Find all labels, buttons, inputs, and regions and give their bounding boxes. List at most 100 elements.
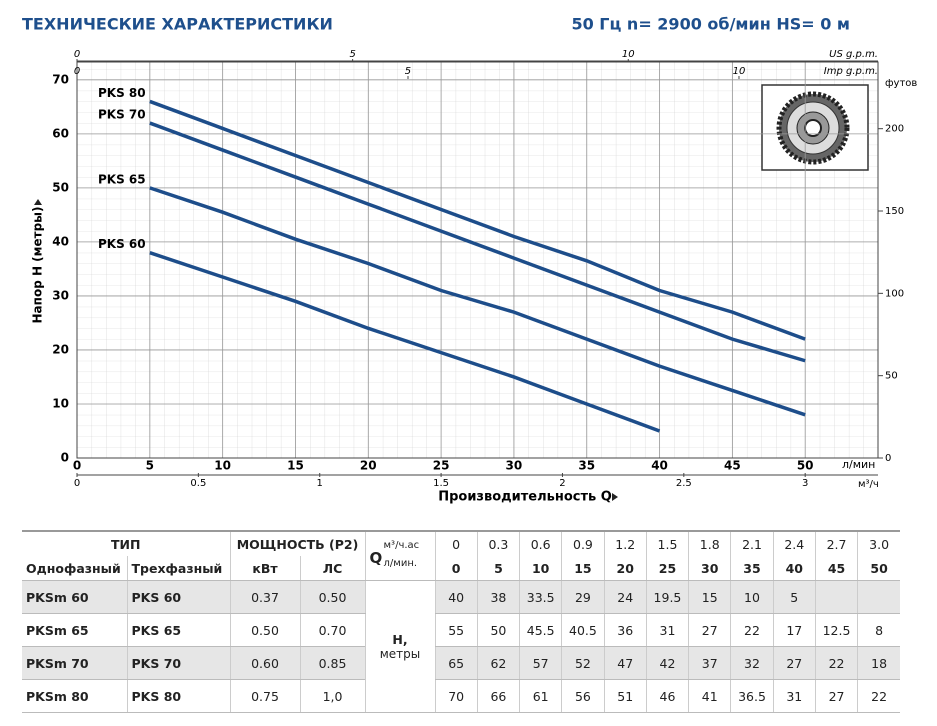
y2-axis-label: футов	[885, 78, 917, 89]
cell-text: Q	[369, 549, 383, 567]
bottom-axis-label: м³/ч	[858, 479, 879, 490]
x-tick-label: 0	[73, 459, 81, 473]
y-arrow	[34, 199, 42, 205]
table-cell: МОЩНОСТЬ (P2)	[229, 531, 366, 556]
table-cell: 50	[476, 613, 520, 647]
table-cell: PKSm 65	[22, 613, 127, 647]
minor-grid	[77, 62, 878, 458]
impeller-icon	[761, 84, 869, 171]
table-cell: Трехфазный	[126, 556, 231, 581]
table-cell: 33.5	[519, 580, 562, 614]
table-cell: кВт	[229, 556, 301, 581]
table-cell: 12.5	[814, 613, 858, 647]
table-cell: 45	[814, 556, 858, 581]
y2-tick-label: 50	[885, 371, 898, 382]
table-cell: PKS 70	[126, 646, 231, 680]
table-cell: 41	[688, 679, 731, 713]
plot-frame	[76, 61, 879, 459]
table-cell: 0	[434, 556, 478, 581]
table-cell: 66	[476, 679, 520, 713]
table-cell: 40	[772, 556, 816, 581]
table-cell: 32	[730, 646, 774, 680]
table-cell: PKSm 70	[22, 646, 127, 680]
x-tick-label: 40	[651, 459, 668, 473]
table-row: Однофазный Трехфазный кВт ЛС 0 5 10 15 20 25 30 35 4…	[22, 556, 900, 581]
table-cell: H, метры	[364, 580, 436, 713]
y-tick-label: 50	[52, 180, 69, 194]
table-cell: 46	[645, 679, 689, 713]
x-tick-label: 30	[506, 459, 523, 473]
chart: ТЕХНИЧЕСКИЕ ХАРАКТЕРИСТИКИ 50 Гц n= 2900…	[22, 15, 917, 505]
y-tick-label: 30	[52, 288, 69, 302]
table-cell: 65	[434, 646, 478, 680]
series-label: PKS 80	[98, 86, 146, 100]
table-cell: Однофазный	[22, 556, 127, 581]
table-cell: 15	[688, 580, 731, 614]
table-cell: 18	[857, 646, 900, 680]
y-tick-label: 20	[52, 342, 69, 356]
table-cell: 31	[645, 613, 689, 647]
table-cell: 3.0	[857, 531, 900, 556]
table-cell: 40	[434, 580, 478, 614]
cell-text: H,	[392, 632, 408, 647]
y-tick-label: 40	[52, 234, 69, 248]
table-row: PKSm 65 PKS 65 0.50 0.70 55 50 45.5 40.5 36 31 27 2…	[22, 613, 900, 647]
top-tick-label: 5	[349, 49, 355, 60]
table-cell: 0.9	[561, 531, 605, 556]
bottom-tick-label: 0	[74, 478, 80, 489]
x-tick-label: 15	[287, 459, 304, 473]
page-subtitle: 50 Гц n= 2900 об/мин HS= 0 м	[571, 15, 850, 34]
table-cell: 55	[434, 613, 478, 647]
table-cell: 10	[519, 556, 562, 581]
table-cell: 27	[688, 613, 731, 647]
y2-tick-label: 150	[885, 206, 904, 217]
table-cell: 8	[857, 613, 900, 647]
table-cell: ТИП	[111, 536, 141, 552]
top-tick-label: 10	[622, 49, 635, 60]
table-cell: 27	[772, 646, 816, 680]
x-tick-label: 20	[360, 459, 377, 473]
x-tick-label: 50	[797, 459, 814, 473]
y2-tick-label: 0	[885, 453, 891, 464]
bottom-tick-label: 0.5	[190, 478, 206, 489]
table-cell: 22	[814, 646, 858, 680]
table-cell: PKSm 60	[22, 580, 127, 614]
top-tick-label: 0	[74, 49, 80, 60]
series-line	[149, 186, 806, 417]
top-tick-label: 5	[405, 66, 411, 77]
table-cell: 5	[772, 580, 816, 614]
x-tick-label: 25	[433, 459, 450, 473]
bottom-tick-label: 2.5	[676, 478, 692, 489]
table-cell: 29	[561, 580, 605, 614]
table-cell: 40.5	[561, 613, 605, 647]
x-axis-label: Производительность Q	[438, 490, 612, 505]
table-cell: 62	[476, 646, 520, 680]
table-cell: ЛС	[299, 556, 366, 581]
table-cell: 20	[603, 556, 647, 581]
table-cell: 30	[688, 556, 731, 581]
table-cell: 17	[772, 613, 816, 647]
bottom-tick-label: 2	[559, 478, 565, 489]
top-axis-label: US g.p.m.	[829, 49, 878, 60]
table-cell: 1,0	[299, 679, 366, 713]
bottom-tick-label: 1.5	[433, 478, 449, 489]
table-cell: 35	[730, 556, 774, 581]
x-tick-label: 10	[214, 459, 231, 473]
table-cell: 31	[772, 679, 816, 713]
table-cell: 0.50	[229, 613, 301, 647]
table-row: PKSm 60 PKS 60 0.37 0.50 H, метры 40 38 33.5 29 24…	[22, 580, 900, 713]
series-label: PKS 70	[98, 108, 146, 122]
y-tick-label: 70	[52, 72, 69, 86]
table-cell: 0.50	[299, 580, 366, 614]
table-cell: 22	[857, 679, 900, 713]
top-tick-label: 10	[733, 66, 746, 77]
cell-text: м³/ч.ас	[383, 540, 420, 551]
table-cell: 0	[434, 531, 478, 556]
x-arrow	[612, 493, 618, 501]
series-label: PKS 60	[98, 237, 146, 251]
x-tick-label: 5	[146, 459, 154, 473]
table-cell: 5	[476, 556, 520, 581]
table-row: PKSm 70 PKS 70 0.60 0.85 65 62 57 52 47 42 37 32 27 2…	[22, 646, 900, 680]
table-cell: 24	[603, 580, 647, 614]
